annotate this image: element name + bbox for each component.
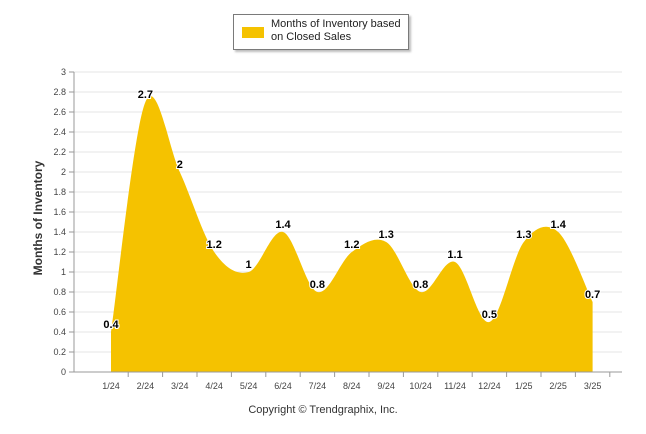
y-tick-label: 1 <box>61 267 66 277</box>
y-tick-label: 1.6 <box>53 207 66 217</box>
y-tick-label: 1.2 <box>53 247 66 257</box>
data-label: 1.4 <box>275 219 291 231</box>
data-label: 1.1 <box>447 249 462 261</box>
x-tick-label: 9/24 <box>377 381 395 391</box>
x-tick-label: 4/24 <box>205 381 223 391</box>
y-tick-label: 0 <box>61 367 66 377</box>
x-axis-ticks: 1/24 2/24 3/24 4/24 5/24 6/24 7/24 8/24 9/24 10/2… <box>102 372 611 391</box>
data-label: 1.3 <box>379 229 394 241</box>
x-tick-label: 3/24 <box>171 381 189 391</box>
y-axis-label: Months of Inventory <box>31 160 45 276</box>
y-tick-label: 2 <box>61 167 66 177</box>
y-tick-label: 0.4 <box>53 327 66 337</box>
y-axis-ticks: 0 0.2 0.4 0.6 0.8 1 1.2 1.4 1.6 1.8 2 2.2 2.4 2.6 2.8 3 <box>53 67 74 377</box>
legend-label: Months of Inventory based on Closed Sale… <box>271 18 401 43</box>
y-tick-label: 1.4 <box>53 227 66 237</box>
axes <box>73 72 622 373</box>
data-label: 1.3 <box>516 229 531 241</box>
y-tick-label: 0.2 <box>53 347 66 357</box>
data-label: 0.7 <box>585 289 600 301</box>
copyright-text: Copyright © Trendgraphix, Inc. <box>248 404 398 416</box>
data-label: 1 <box>246 259 252 271</box>
x-tick-label: 5/24 <box>240 381 258 391</box>
y-tick-label: 3 <box>61 67 66 77</box>
data-label: 0.8 <box>310 279 325 291</box>
y-tick-label: 2.6 <box>53 107 66 117</box>
y-tick-label: 2.4 <box>53 127 66 137</box>
data-label: 1.4 <box>551 219 567 231</box>
y-tick-label: 2.2 <box>53 147 66 157</box>
legend-swatch <box>242 27 264 38</box>
x-tick-label: 12/24 <box>478 381 501 391</box>
x-tick-label: 7/24 <box>309 381 327 391</box>
data-label: 0.5 <box>482 309 497 321</box>
legend: Months of Inventory based on Closed Sale… <box>233 14 409 50</box>
x-tick-label: 1/24 <box>102 381 120 391</box>
y-tick-label: 0.6 <box>53 307 66 317</box>
data-label: 1.2 <box>344 239 359 251</box>
data-label: 1.2 <box>207 239 222 251</box>
y-tick-label: 1.8 <box>53 187 66 197</box>
data-labels: 0.4 2.7 2 1.2 1 1.4 0.8 1.2 1.3 0.8 1.1 0.5 1.3 1.4 0.… <box>102 88 601 332</box>
data-label: 0.4 <box>103 319 119 331</box>
x-tick-label: 2/25 <box>549 381 567 391</box>
y-tick-label: 0.8 <box>53 287 66 297</box>
data-label: 2 <box>177 159 183 171</box>
x-tick-label: 1/25 <box>515 381 533 391</box>
x-tick-label: 2/24 <box>137 381 155 391</box>
x-tick-label: 10/24 <box>409 381 432 391</box>
data-label: 0.8 <box>413 279 428 291</box>
x-tick-label: 3/25 <box>584 381 602 391</box>
x-tick-label: 6/24 <box>274 381 292 391</box>
x-tick-label: 8/24 <box>343 381 361 391</box>
y-tick-label: 2.8 <box>53 87 66 97</box>
area-series <box>111 96 593 373</box>
data-label: 2.7 <box>138 89 153 101</box>
x-tick-label: 11/24 <box>444 381 466 391</box>
